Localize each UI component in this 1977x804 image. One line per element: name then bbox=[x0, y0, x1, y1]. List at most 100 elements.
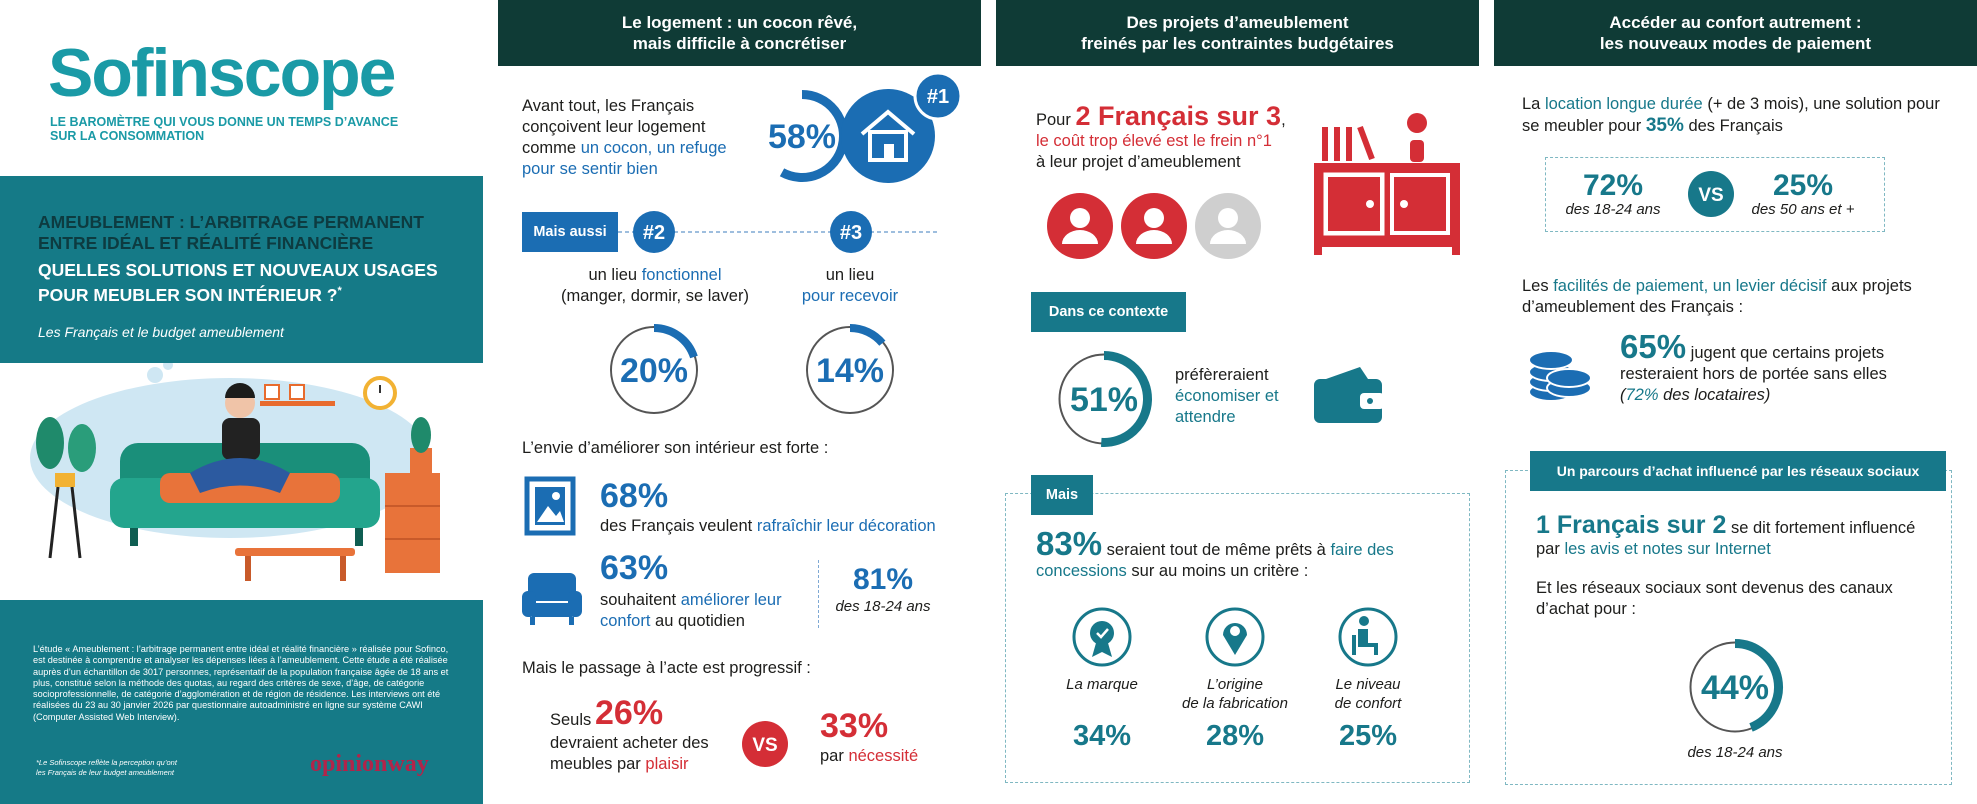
shape bbox=[1334, 127, 1340, 161]
shape: (72% des locataires) bbox=[1620, 386, 1770, 404]
text: La marque bbox=[1066, 676, 1138, 693]
text: jugent que certains projets resteraient … bbox=[1620, 344, 1887, 383]
text: des Français veulent bbox=[600, 517, 757, 535]
influence: 1 Français sur 2 se dit fortement influe… bbox=[1536, 513, 1926, 560]
shape bbox=[1357, 125, 1375, 161]
shape bbox=[1407, 113, 1427, 133]
shape bbox=[1359, 616, 1369, 626]
shape bbox=[1092, 643, 1112, 657]
shape bbox=[1528, 350, 1574, 370]
subheading-text: QUELLES SOLUTIONS ET NOUVEAUX USAGES POU… bbox=[38, 260, 438, 305]
rank: #3 bbox=[840, 222, 862, 244]
shape bbox=[524, 476, 576, 536]
text: Les bbox=[1522, 277, 1554, 295]
text: Pour bbox=[1036, 111, 1076, 129]
stat: 26% bbox=[595, 694, 664, 732]
header-line: Accéder au confort autrement : bbox=[1609, 13, 1862, 32]
shape bbox=[55, 473, 75, 487]
shape bbox=[1121, 193, 1187, 259]
shape bbox=[1072, 607, 1132, 667]
tag: Mais aussi bbox=[522, 212, 618, 252]
panel-border bbox=[1005, 493, 1470, 783]
subheading: QUELLES SOLUTIONS ET NOUVEAUX USAGES POU… bbox=[38, 260, 458, 306]
donut-label: 51% bbox=[1070, 381, 1138, 419]
header-line: freinés par les contraintes budgétaires bbox=[1081, 34, 1394, 53]
economiser: préfèreraient économiser et attendre bbox=[1175, 365, 1295, 428]
shape bbox=[68, 424, 96, 472]
shape bbox=[830, 211, 872, 253]
header-line: Le logement : un cocon rêvé, bbox=[621, 13, 858, 32]
column-header: Des projets d’ameublement freinés par les… bbox=[996, 0, 1479, 66]
stat: 83% bbox=[1036, 525, 1103, 562]
shape bbox=[1358, 629, 1378, 655]
criterion-label: La marque bbox=[1042, 675, 1162, 694]
highlight: pour recevoir bbox=[801, 287, 899, 305]
tagline-line: SUR LA CONSOMMATION bbox=[50, 129, 205, 143]
highlight: facilités de paiement, un levier décisif bbox=[1553, 277, 1827, 295]
text: des locataires) bbox=[1658, 386, 1771, 404]
stat: 68% bbox=[600, 477, 669, 515]
highlight: 35% bbox=[1645, 115, 1684, 136]
shape bbox=[245, 556, 251, 581]
shape bbox=[163, 363, 173, 370]
text: par bbox=[820, 747, 849, 765]
text: un lieu bbox=[588, 266, 642, 284]
shape bbox=[385, 473, 440, 573]
shape: Le logement : un cocon rêvé, mais diffici… bbox=[622, 12, 857, 54]
donut-label: 14% bbox=[816, 352, 884, 390]
shape bbox=[1195, 193, 1261, 259]
shape bbox=[860, 109, 916, 136]
donut-arc bbox=[653, 324, 698, 359]
text: se dit fortement influencé par bbox=[1536, 519, 1916, 558]
vs: VS bbox=[1698, 185, 1723, 206]
stat-text: des 50 ans et + bbox=[1751, 201, 1855, 218]
highlight: améliorer leur confort bbox=[600, 591, 782, 630]
people-icons bbox=[1047, 193, 1261, 259]
text: ( bbox=[1620, 386, 1626, 404]
wallet-icon bbox=[1314, 367, 1384, 423]
frame-icon bbox=[524, 476, 576, 536]
facilites: Les facilités de paiement, un levier déc… bbox=[1522, 276, 1962, 318]
footnote-line: les Français de leur budget ameublement bbox=[36, 768, 174, 777]
criterion-value: 25% bbox=[1338, 720, 1398, 752]
text: L’origine bbox=[1207, 676, 1263, 693]
stat-text: souhaitent améliorer leur confort au quo… bbox=[600, 590, 810, 632]
shape bbox=[1230, 626, 1240, 636]
shape bbox=[1144, 208, 1164, 228]
shape bbox=[532, 603, 572, 617]
text: souhaitent bbox=[600, 591, 681, 609]
donut-label: 44% bbox=[1701, 669, 1769, 707]
stat: 72% bbox=[1582, 169, 1644, 202]
stat: 33% bbox=[820, 707, 889, 745]
shape bbox=[1096, 628, 1109, 639]
shape bbox=[1366, 200, 1374, 208]
donut-arc bbox=[849, 324, 886, 346]
donut: 58% bbox=[758, 90, 848, 182]
shape bbox=[537, 506, 564, 522]
shape bbox=[742, 721, 788, 767]
stat-text: des 18-24 ans bbox=[835, 598, 931, 615]
shape bbox=[1452, 247, 1460, 255]
rank: #2 bbox=[643, 222, 665, 244]
tagline: LE BAROMÈTRE QUI VOUS DONNE UN TEMPS D’A… bbox=[50, 115, 398, 143]
text: devraient acheter des meubles par bbox=[550, 734, 709, 773]
donut-arc bbox=[1100, 351, 1152, 447]
shape bbox=[260, 401, 335, 406]
shape bbox=[569, 617, 574, 625]
illustration bbox=[30, 363, 440, 581]
stat: 25% bbox=[1772, 169, 1834, 202]
donut: 51% bbox=[1058, 351, 1152, 447]
compare-box bbox=[1545, 157, 1885, 232]
prefix: Seuls bbox=[550, 711, 592, 729]
text: de confort bbox=[1334, 695, 1402, 712]
text: préfèreraient bbox=[1175, 366, 1269, 384]
highlight: location longue durée bbox=[1544, 95, 1703, 113]
rank: #1 bbox=[927, 86, 949, 108]
stat: 81% bbox=[852, 563, 914, 596]
text: Avant tout, les Français conçoivent leur… bbox=[522, 97, 706, 157]
vs: VS bbox=[752, 735, 777, 756]
vs-badge: VS bbox=[1688, 171, 1734, 217]
shape bbox=[355, 528, 363, 546]
shape bbox=[1338, 607, 1398, 667]
